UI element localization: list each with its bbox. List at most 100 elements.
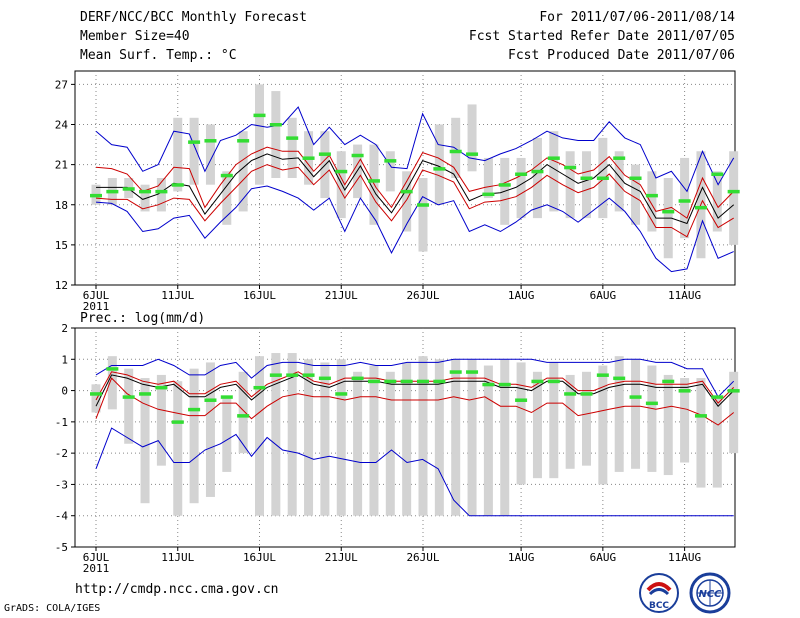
observed-marker	[466, 152, 479, 156]
ensemble-box	[320, 362, 330, 516]
ensemble-box	[631, 164, 641, 225]
observed-marker	[662, 379, 675, 384]
x-tick-label: 1AUG	[508, 289, 535, 302]
ensemble-box	[255, 356, 264, 516]
observed-marker	[678, 389, 691, 393]
observed-marker	[302, 156, 315, 160]
observed-marker	[596, 373, 609, 377]
ensemble-box	[205, 362, 215, 497]
ensemble-box	[729, 151, 739, 245]
ensemble-box	[304, 359, 314, 516]
ensemble-box	[189, 117, 199, 185]
ensemble-box	[663, 374, 673, 476]
observed-marker	[155, 385, 168, 390]
observed-marker	[727, 189, 740, 194]
observed-marker	[531, 379, 544, 384]
observed-marker	[384, 159, 397, 163]
x-tick-label: 11JUL	[161, 289, 194, 302]
observed-marker	[302, 373, 315, 377]
observed-marker	[449, 370, 462, 374]
series-line-mean	[96, 153, 735, 225]
y-tick-label: -3	[55, 478, 68, 491]
observed-marker	[188, 407, 201, 412]
ensemble-box	[483, 157, 493, 199]
ensemble-box	[483, 365, 493, 516]
observed-marker	[286, 373, 299, 377]
y-tick-label: -2	[55, 447, 68, 460]
observed-marker	[433, 379, 446, 384]
ensemble-box	[271, 353, 281, 516]
ensemble-box	[451, 117, 461, 178]
series-line-upper-std	[95, 146, 735, 219]
ensemble-box	[353, 144, 363, 199]
observed-marker	[204, 139, 217, 143]
ensemble-box	[565, 374, 575, 469]
observed-marker	[90, 392, 102, 396]
ensemble-box	[582, 371, 591, 466]
observed-marker	[694, 414, 707, 418]
ncc-logo: NCC	[688, 572, 732, 618]
ensemble-box	[107, 356, 117, 410]
precip-title: Prec.: log(mm/d)	[80, 311, 205, 326]
observed-marker	[482, 382, 495, 387]
ensemble-box	[385, 151, 395, 192]
source-url[interactable]: http://cmdp.ncc.cma.gov.cn	[75, 582, 279, 597]
ensemble-box	[353, 371, 363, 516]
ensemble-box	[222, 396, 232, 472]
observed-marker	[678, 199, 691, 203]
observed-marker	[351, 376, 364, 381]
observed-marker	[253, 385, 266, 390]
ensemble-box	[500, 359, 510, 516]
ensemble-box	[418, 356, 428, 516]
ensemble-box	[631, 359, 641, 469]
ensemble-box	[712, 171, 722, 232]
ensemble-box	[712, 396, 722, 488]
ensemble-box	[369, 365, 379, 516]
x-tick-label: 11JUL	[161, 551, 194, 564]
svg-text:BCC: BCC	[649, 601, 669, 611]
ensemble-box	[434, 359, 444, 516]
ensemble-box	[467, 359, 477, 516]
series-line-max	[95, 106, 735, 193]
ensemble-box	[582, 151, 591, 219]
ensemble-box	[173, 381, 183, 516]
observed-marker	[400, 189, 413, 194]
x-year-label: 2011	[83, 562, 110, 575]
observed-marker	[139, 189, 152, 194]
ensemble-box	[532, 371, 542, 479]
ensemble-box	[336, 151, 346, 219]
x-tick-label: 21JUL	[325, 289, 358, 302]
bcc-logo: BCC	[638, 572, 680, 618]
observed-marker	[286, 136, 299, 140]
ensemble-box	[385, 371, 395, 516]
grads-credit: GrADS: COLA/IGES	[4, 603, 101, 614]
observed-marker	[482, 192, 495, 197]
observed-marker	[106, 367, 119, 371]
observed-marker	[90, 193, 102, 198]
series-line-min	[95, 427, 734, 517]
ensemble-box	[402, 362, 412, 516]
observed-marker	[580, 392, 593, 396]
observed-marker	[171, 420, 184, 424]
observed-marker	[253, 113, 266, 118]
observed-marker	[711, 172, 724, 176]
observed-marker	[220, 173, 233, 178]
ensemble-box	[516, 362, 526, 485]
observed-marker	[547, 156, 560, 160]
observed-marker	[580, 176, 593, 180]
observed-marker	[613, 156, 626, 160]
ensemble-box	[614, 356, 624, 472]
observed-marker	[335, 169, 348, 174]
observed-marker	[155, 189, 168, 194]
observed-marker	[498, 183, 511, 187]
observed-marker	[171, 183, 184, 187]
observed-marker	[237, 139, 250, 143]
ensemble-box	[647, 171, 657, 232]
y-tick-label: -1	[55, 416, 68, 429]
ensemble-box	[451, 359, 461, 516]
observed-marker	[106, 189, 119, 194]
x-tick-label: 6AUG	[590, 551, 617, 564]
ensemble-box	[287, 353, 297, 516]
